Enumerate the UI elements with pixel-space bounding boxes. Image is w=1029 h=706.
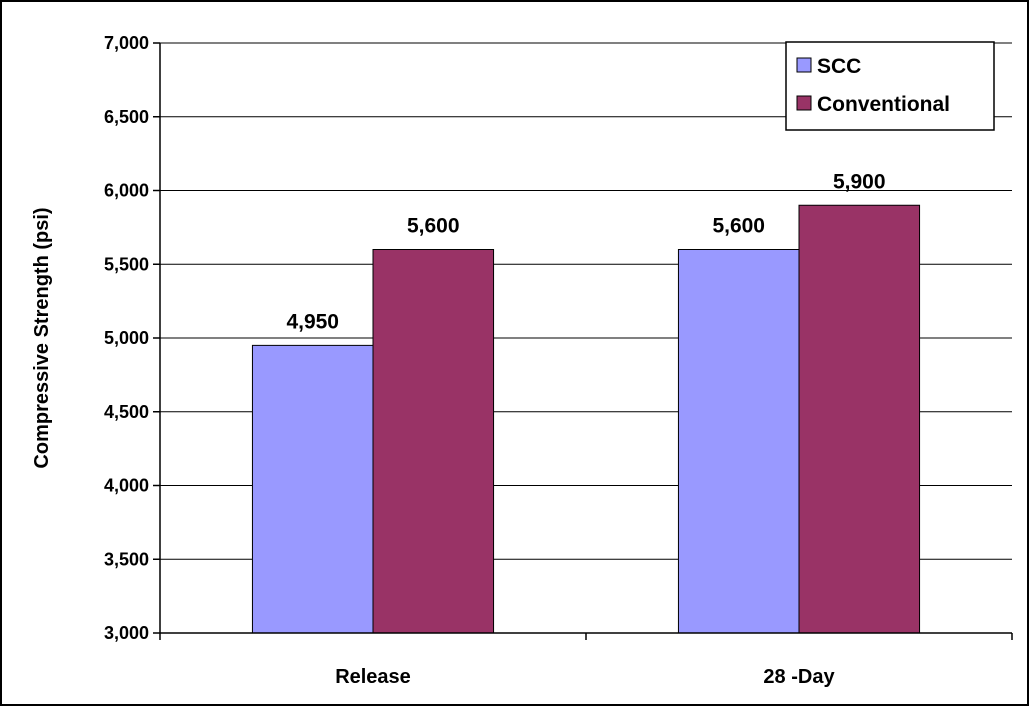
legend-box bbox=[785, 41, 995, 131]
legend-swatch-scc bbox=[796, 57, 812, 73]
bar-conventional-release bbox=[372, 249, 495, 634]
y-tick-label: 5,500 bbox=[104, 254, 149, 274]
legend-swatch-conventional bbox=[796, 95, 812, 111]
bar-scc-release bbox=[251, 344, 374, 634]
y-tick-label: 6,500 bbox=[104, 107, 149, 127]
y-tick-label: 7,000 bbox=[104, 33, 149, 53]
bars bbox=[251, 204, 921, 634]
y-axis-title: Compressive Strength (psi) bbox=[31, 207, 53, 468]
legend-label-scc: SCC bbox=[817, 55, 861, 78]
y-tick-labels: 3,000 3,500 4,000 4,500 5,000 5,500 6,000 6,500… bbox=[104, 33, 149, 643]
data-label: 5,600 bbox=[712, 215, 765, 238]
y-tick-label: 4,000 bbox=[104, 476, 149, 496]
y-tick-label: 3,000 bbox=[104, 623, 149, 643]
legend-label-conventional: Conventional bbox=[817, 93, 950, 116]
y-tick-label: 5,000 bbox=[104, 328, 149, 348]
legend: SCC Conventional bbox=[785, 41, 995, 131]
data-label: 5,900 bbox=[833, 170, 886, 193]
axes bbox=[159, 43, 1013, 640]
data-label: 5,600 bbox=[407, 215, 460, 238]
y-tick-label: 6,000 bbox=[104, 181, 149, 201]
data-label: 4,950 bbox=[286, 310, 339, 333]
x-tick-labels: Release 28 -Day bbox=[335, 666, 835, 688]
y-tick-label: 3,500 bbox=[104, 549, 149, 569]
x-tick-label: Release bbox=[335, 666, 411, 688]
data-labels: 4,950 5,600 5,600 5,900 bbox=[286, 170, 885, 333]
y-tick-label: 4,500 bbox=[104, 402, 149, 422]
bar-conventional-28-day bbox=[798, 204, 921, 634]
x-tick-label: 28 -Day bbox=[763, 666, 835, 688]
bar-scc-28-day bbox=[677, 249, 800, 634]
